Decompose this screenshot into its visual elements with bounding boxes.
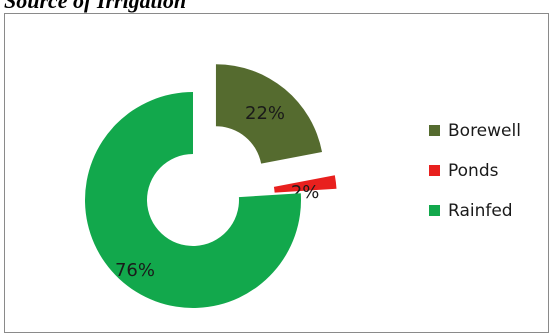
slice-rainfed <box>85 92 302 308</box>
legend-label-ponds: Ponds <box>448 161 499 181</box>
chart-frame: 22% 2% 76% Borewell Ponds Rainfed <box>4 13 549 333</box>
data-label-rainfed: 76% <box>115 260 155 281</box>
legend-swatch-ponds <box>429 165 440 176</box>
legend-label-borewell: Borewell <box>448 121 521 141</box>
chart-heading: Source of Irrigation <box>4 0 187 13</box>
legend-label-rainfed: Rainfed <box>448 201 513 221</box>
data-label-borewell: 22% <box>245 103 285 124</box>
legend-swatch-rainfed <box>429 205 440 216</box>
slice-borewell <box>215 64 323 164</box>
legend-swatch-borewell <box>429 125 440 136</box>
slice-ponds <box>273 175 337 193</box>
